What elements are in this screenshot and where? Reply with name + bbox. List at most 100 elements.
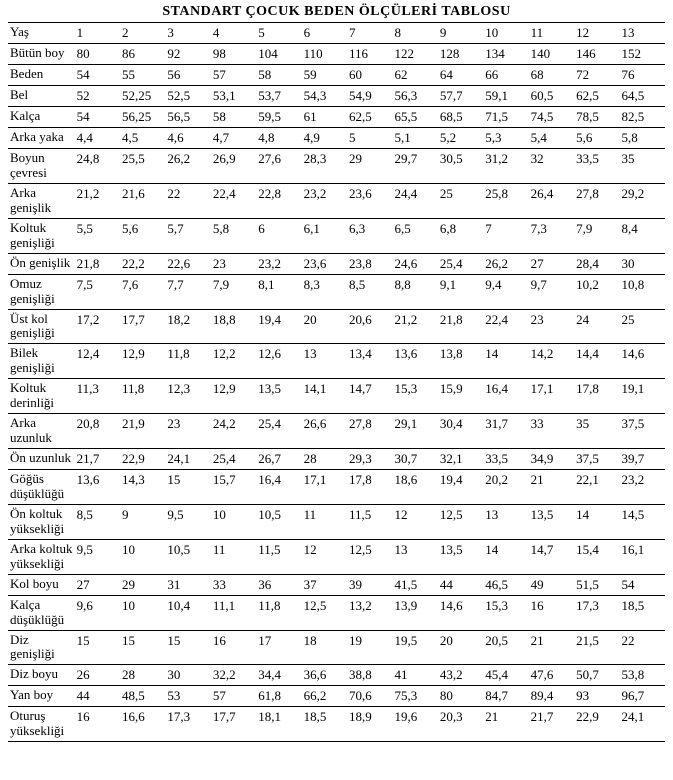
cell: 146: [574, 44, 619, 65]
cell: 5,1: [392, 128, 437, 149]
cell: 10,8: [619, 274, 665, 309]
cell: 9,6: [75, 595, 120, 630]
cell: 10,2: [574, 274, 619, 309]
cell: 75,3: [392, 686, 437, 707]
cell: 39: [347, 574, 392, 595]
cell: 15,3: [483, 595, 528, 630]
cell: 54,9: [347, 86, 392, 107]
cell: 20,8: [75, 414, 120, 449]
cell: 28: [302, 449, 347, 470]
cell: 98: [211, 44, 256, 65]
cell: 5,2: [438, 128, 483, 149]
table-row: Bütün boy8086929810411011612212813414014…: [8, 44, 665, 65]
cell: 21,2: [75, 183, 120, 218]
cell: 32,1: [438, 449, 483, 470]
cell: 35: [619, 149, 665, 184]
cell: 38,8: [347, 665, 392, 686]
cell: 66,2: [302, 686, 347, 707]
cell: 36,6: [302, 665, 347, 686]
cell: 33,5: [483, 449, 528, 470]
cell: 33,5: [574, 149, 619, 184]
cell: 56,25: [120, 107, 165, 128]
row-label: Bel: [8, 86, 75, 107]
cell: 18,2: [165, 309, 210, 344]
cell: 17,2: [75, 309, 120, 344]
cell: 68: [529, 65, 574, 86]
age-col-11: 11: [529, 23, 574, 44]
cell: 59,1: [483, 86, 528, 107]
cell: 6,8: [438, 218, 483, 253]
cell: 27,8: [347, 414, 392, 449]
cell: 12,5: [438, 504, 483, 539]
cell: 22,9: [574, 707, 619, 742]
cell: 29,7: [392, 149, 437, 184]
table-row: Omuz genişliği7,57,67,77,98,18,38,58,89,…: [8, 274, 665, 309]
cell: 5,8: [619, 128, 665, 149]
row-label: Boyun çevresi: [8, 149, 75, 184]
cell: 64: [438, 65, 483, 86]
cell: 25: [619, 309, 665, 344]
cell: 68,5: [438, 107, 483, 128]
cell: 14,3: [120, 470, 165, 505]
cell: 37,5: [574, 449, 619, 470]
table-row: Arka genişlik21,221,62222,422,823,223,62…: [8, 183, 665, 218]
cell: 20: [438, 630, 483, 665]
cell: 14,6: [619, 344, 665, 379]
cell: 57: [211, 686, 256, 707]
row-label: Oturuş yüksekliği: [8, 707, 75, 742]
cell: 8,1: [256, 274, 301, 309]
cell: 15: [165, 470, 210, 505]
cell: 21,8: [75, 253, 120, 274]
cell: 59: [302, 65, 347, 86]
age-col-7: 7: [347, 23, 392, 44]
cell: 21,5: [574, 630, 619, 665]
cell: 23,6: [347, 183, 392, 218]
cell: 4,8: [256, 128, 301, 149]
cell: 16,4: [256, 470, 301, 505]
table-row: Ön genişlik21,822,222,62323,223,623,824,…: [8, 253, 665, 274]
cell: 12,6: [256, 344, 301, 379]
cell: 14,5: [619, 504, 665, 539]
age-col-9: 9: [438, 23, 483, 44]
cell: 15,7: [211, 470, 256, 505]
cell: 64,5: [619, 86, 665, 107]
cell: 23: [211, 253, 256, 274]
cell: 152: [619, 44, 665, 65]
cell: 23,2: [619, 470, 665, 505]
cell: 9: [120, 504, 165, 539]
cell: 16: [529, 595, 574, 630]
row-label: Beden: [8, 65, 75, 86]
cell: 33: [211, 574, 256, 595]
cell: 30,7: [392, 449, 437, 470]
cell: 52: [75, 86, 120, 107]
cell: 24,1: [619, 707, 665, 742]
cell: 13,6: [392, 344, 437, 379]
cell: 14: [574, 504, 619, 539]
cell: 37,5: [619, 414, 665, 449]
cell: 10,5: [165, 539, 210, 574]
table-row: Boyun çevresi24,825,526,226,927,628,3292…: [8, 149, 665, 184]
cell: 31,7: [483, 414, 528, 449]
cell: 61,8: [256, 686, 301, 707]
cell: 24,4: [392, 183, 437, 218]
cell: 26,9: [211, 149, 256, 184]
cell: 7,9: [211, 274, 256, 309]
cell: 12,3: [165, 379, 210, 414]
cell: 18,8: [211, 309, 256, 344]
cell: 89,4: [529, 686, 574, 707]
cell: 17,1: [529, 379, 574, 414]
cell: 4,9: [302, 128, 347, 149]
row-label: Bilek genişliği: [8, 344, 75, 379]
cell: 62,5: [347, 107, 392, 128]
cell: 18,6: [392, 470, 437, 505]
cell: 116: [347, 44, 392, 65]
cell: 14: [483, 344, 528, 379]
cell: 14,7: [529, 539, 574, 574]
cell: 62,5: [574, 86, 619, 107]
cell: 19,4: [256, 309, 301, 344]
cell: 24,1: [165, 449, 210, 470]
cell: 22,4: [211, 183, 256, 218]
cell: 12,4: [75, 344, 120, 379]
row-label: Omuz genişliği: [8, 274, 75, 309]
cell: 9,7: [529, 274, 574, 309]
